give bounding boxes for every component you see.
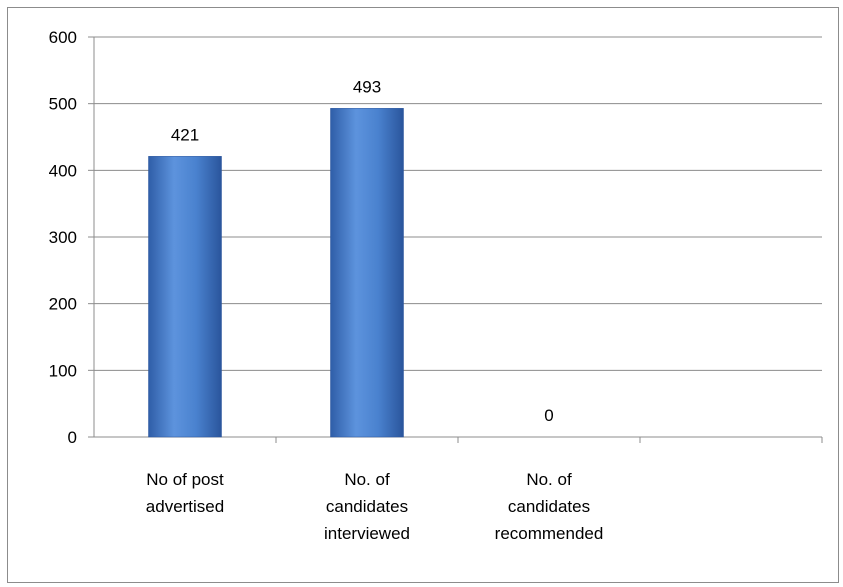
bars: [148, 108, 404, 438]
y-tick-label: 0: [68, 428, 77, 447]
x-tick-label-line: No. of: [344, 470, 390, 489]
y-tick-label: 500: [49, 95, 77, 114]
x-tick-label-line: No of post: [146, 470, 224, 489]
x-tick-label-line: candidates: [508, 497, 590, 516]
y-tick-label: 200: [49, 295, 77, 314]
x-tick-label: No of post advertised: [146, 470, 224, 516]
axes: [88, 36, 823, 443]
y-tick-label: 400: [49, 161, 77, 180]
y-tick-label: 300: [49, 228, 77, 247]
x-tick-label: No. of candidates recommended: [495, 470, 604, 543]
data-label: 0: [544, 406, 553, 425]
bar: [148, 156, 222, 438]
labels: 0 100 200 300 400 500 600 421 No of post advertis…: [49, 28, 604, 543]
x-tick-label-line: advertised: [146, 497, 224, 516]
x-tick-label-line: recommended: [495, 524, 604, 543]
bar: [330, 108, 404, 438]
y-tick-label: 600: [49, 28, 77, 47]
y-tick-label: 100: [49, 361, 77, 380]
data-label: 421: [171, 125, 199, 144]
x-tick-label-line: candidates: [326, 497, 408, 516]
x-tick-label-line: interviewed: [324, 524, 410, 543]
x-tick-label-line: No. of: [526, 470, 572, 489]
chart-frame: [7, 7, 839, 583]
x-tick-label: No. of candidates interviewed: [324, 470, 410, 543]
data-label: 493: [353, 77, 381, 96]
